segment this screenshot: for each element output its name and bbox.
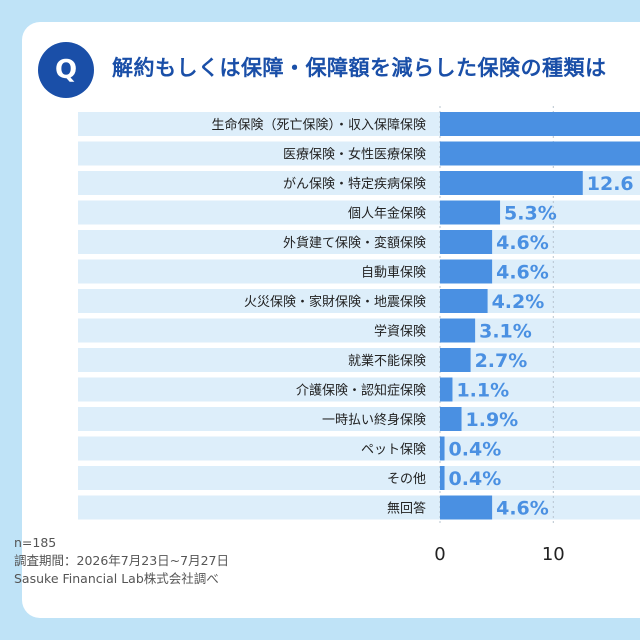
survey-period: 調査期間：2026年7月23日~7月27日 [14,553,230,568]
data-label: 4.2% [492,291,545,313]
data-label: 1.1% [456,380,509,402]
bar [440,259,493,284]
category-label: ペット保険 [361,443,426,458]
data-label: 5.3% [504,203,557,225]
chart-footer: n=185 調査期間：2026年7月23日~7月27日 Sasuke Finan… [14,534,229,588]
category-label: 医療保険・女性医療保険 [283,147,426,163]
row-band [78,495,640,520]
bar [440,171,583,195]
row-band [78,436,640,461]
row-band [78,407,640,431]
category-label: 自動車保険 [361,266,426,281]
bar [440,230,493,254]
sample-size: n=185 [14,535,57,550]
bar [440,436,445,461]
bar [440,112,640,136]
category-label: その他 [387,472,426,487]
category-label: 無回答 [387,501,426,517]
bar [440,495,493,520]
category-label: 就業不能保険 [348,353,426,369]
bar [440,348,471,372]
data-label: 4.6% [496,262,549,284]
category-label: 外貨建て保険・変額保険 [283,235,426,251]
row-band [78,289,640,313]
category-label: 個人年金保険 [348,206,426,222]
row-band [78,318,640,343]
bar [440,200,501,225]
question-badge: Q [38,42,94,98]
row-band [78,259,640,284]
data-label: 0.4% [449,468,502,490]
data-label: 12.6 [587,173,634,195]
data-label: 3.1% [479,321,532,343]
row-band [78,230,640,254]
bar [440,318,476,343]
row-band [78,348,640,372]
category-label: 一時払い終身保険 [322,412,426,428]
data-label: 4.6% [496,498,549,520]
survey-source: Sasuke Financial Lab株式会社調べ [14,571,219,586]
category-label: 火災保険・家財保険・地震保険 [244,294,426,310]
category-label: がん保険・特定疾病保険 [283,177,426,192]
row-band [78,466,640,490]
category-label: 学資保険 [374,324,426,340]
category-label: 生命保険（死亡保険）・収入保障保険 [211,117,426,133]
category-label: 介護保険・認知症保険 [296,383,426,399]
x-tick-label: 10 [542,544,565,565]
x-tick-label: 0 [434,544,445,565]
bar [440,407,462,431]
data-label: 0.4% [449,439,502,461]
data-label: 1.9% [466,409,519,431]
bar [440,377,453,402]
chart-title: 解約もしくは保障・保障額を減らした保険の種類は [112,56,607,80]
data-label: 4.6% [496,232,549,254]
data-label: 2.7% [475,350,528,372]
row-band [78,200,640,225]
row-band [78,377,640,402]
bar [440,141,640,166]
bar [440,466,445,490]
bar [440,289,488,313]
